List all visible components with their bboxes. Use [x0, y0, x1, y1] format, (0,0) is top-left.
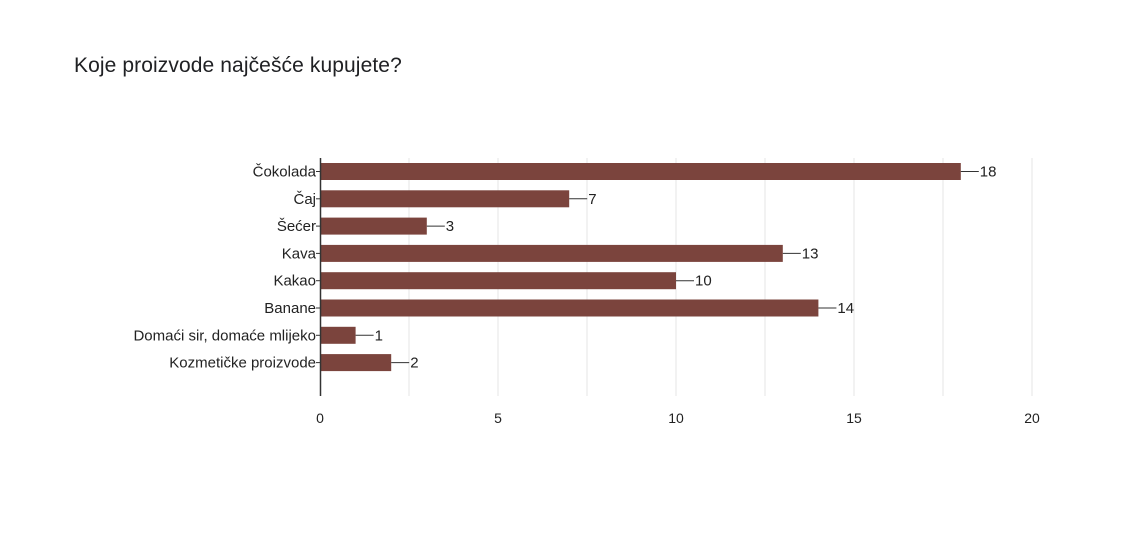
bar	[320, 217, 427, 235]
category-label: Kakao	[273, 273, 316, 290]
data-label: 18	[980, 164, 997, 181]
data-label: 14	[837, 300, 854, 317]
bar	[320, 163, 961, 180]
category-label: Banane	[264, 300, 316, 317]
category-label: Čaj	[293, 191, 316, 208]
category-label: Kava	[282, 245, 317, 262]
bar	[320, 354, 392, 372]
x-tick-label: 0	[316, 410, 324, 426]
data-label: 13	[802, 245, 819, 262]
data-label: 3	[446, 218, 454, 235]
bar	[320, 190, 570, 208]
question-title: Koje proizvode najčešće kupujete?	[74, 54, 402, 77]
x-tick-label: 15	[846, 410, 862, 426]
category-label: Domaći sir, domaće mlijeko	[133, 327, 316, 344]
bar	[320, 326, 356, 344]
category-label: Kozmetičke proizvode	[169, 355, 316, 372]
data-label: 1	[375, 327, 383, 344]
data-label: 2	[410, 355, 418, 372]
category-label: Šećer	[277, 218, 316, 235]
x-tick-label: 20	[1024, 410, 1040, 426]
bars	[320, 163, 961, 372]
x-tick-label: 5	[494, 410, 502, 426]
bar	[320, 299, 819, 317]
axes	[316, 158, 322, 396]
bar	[320, 244, 783, 262]
bar	[320, 272, 676, 290]
category-label: Čokolada	[253, 164, 317, 181]
labels: 0 5 10 15 20 Čokolada 18 Čaj 7 Šećer 3 Kava 13 Kakao 1…	[133, 164, 1040, 427]
x-tick-label: 10	[668, 410, 684, 426]
data-label: 10	[695, 273, 712, 290]
data-label: 7	[588, 191, 596, 208]
